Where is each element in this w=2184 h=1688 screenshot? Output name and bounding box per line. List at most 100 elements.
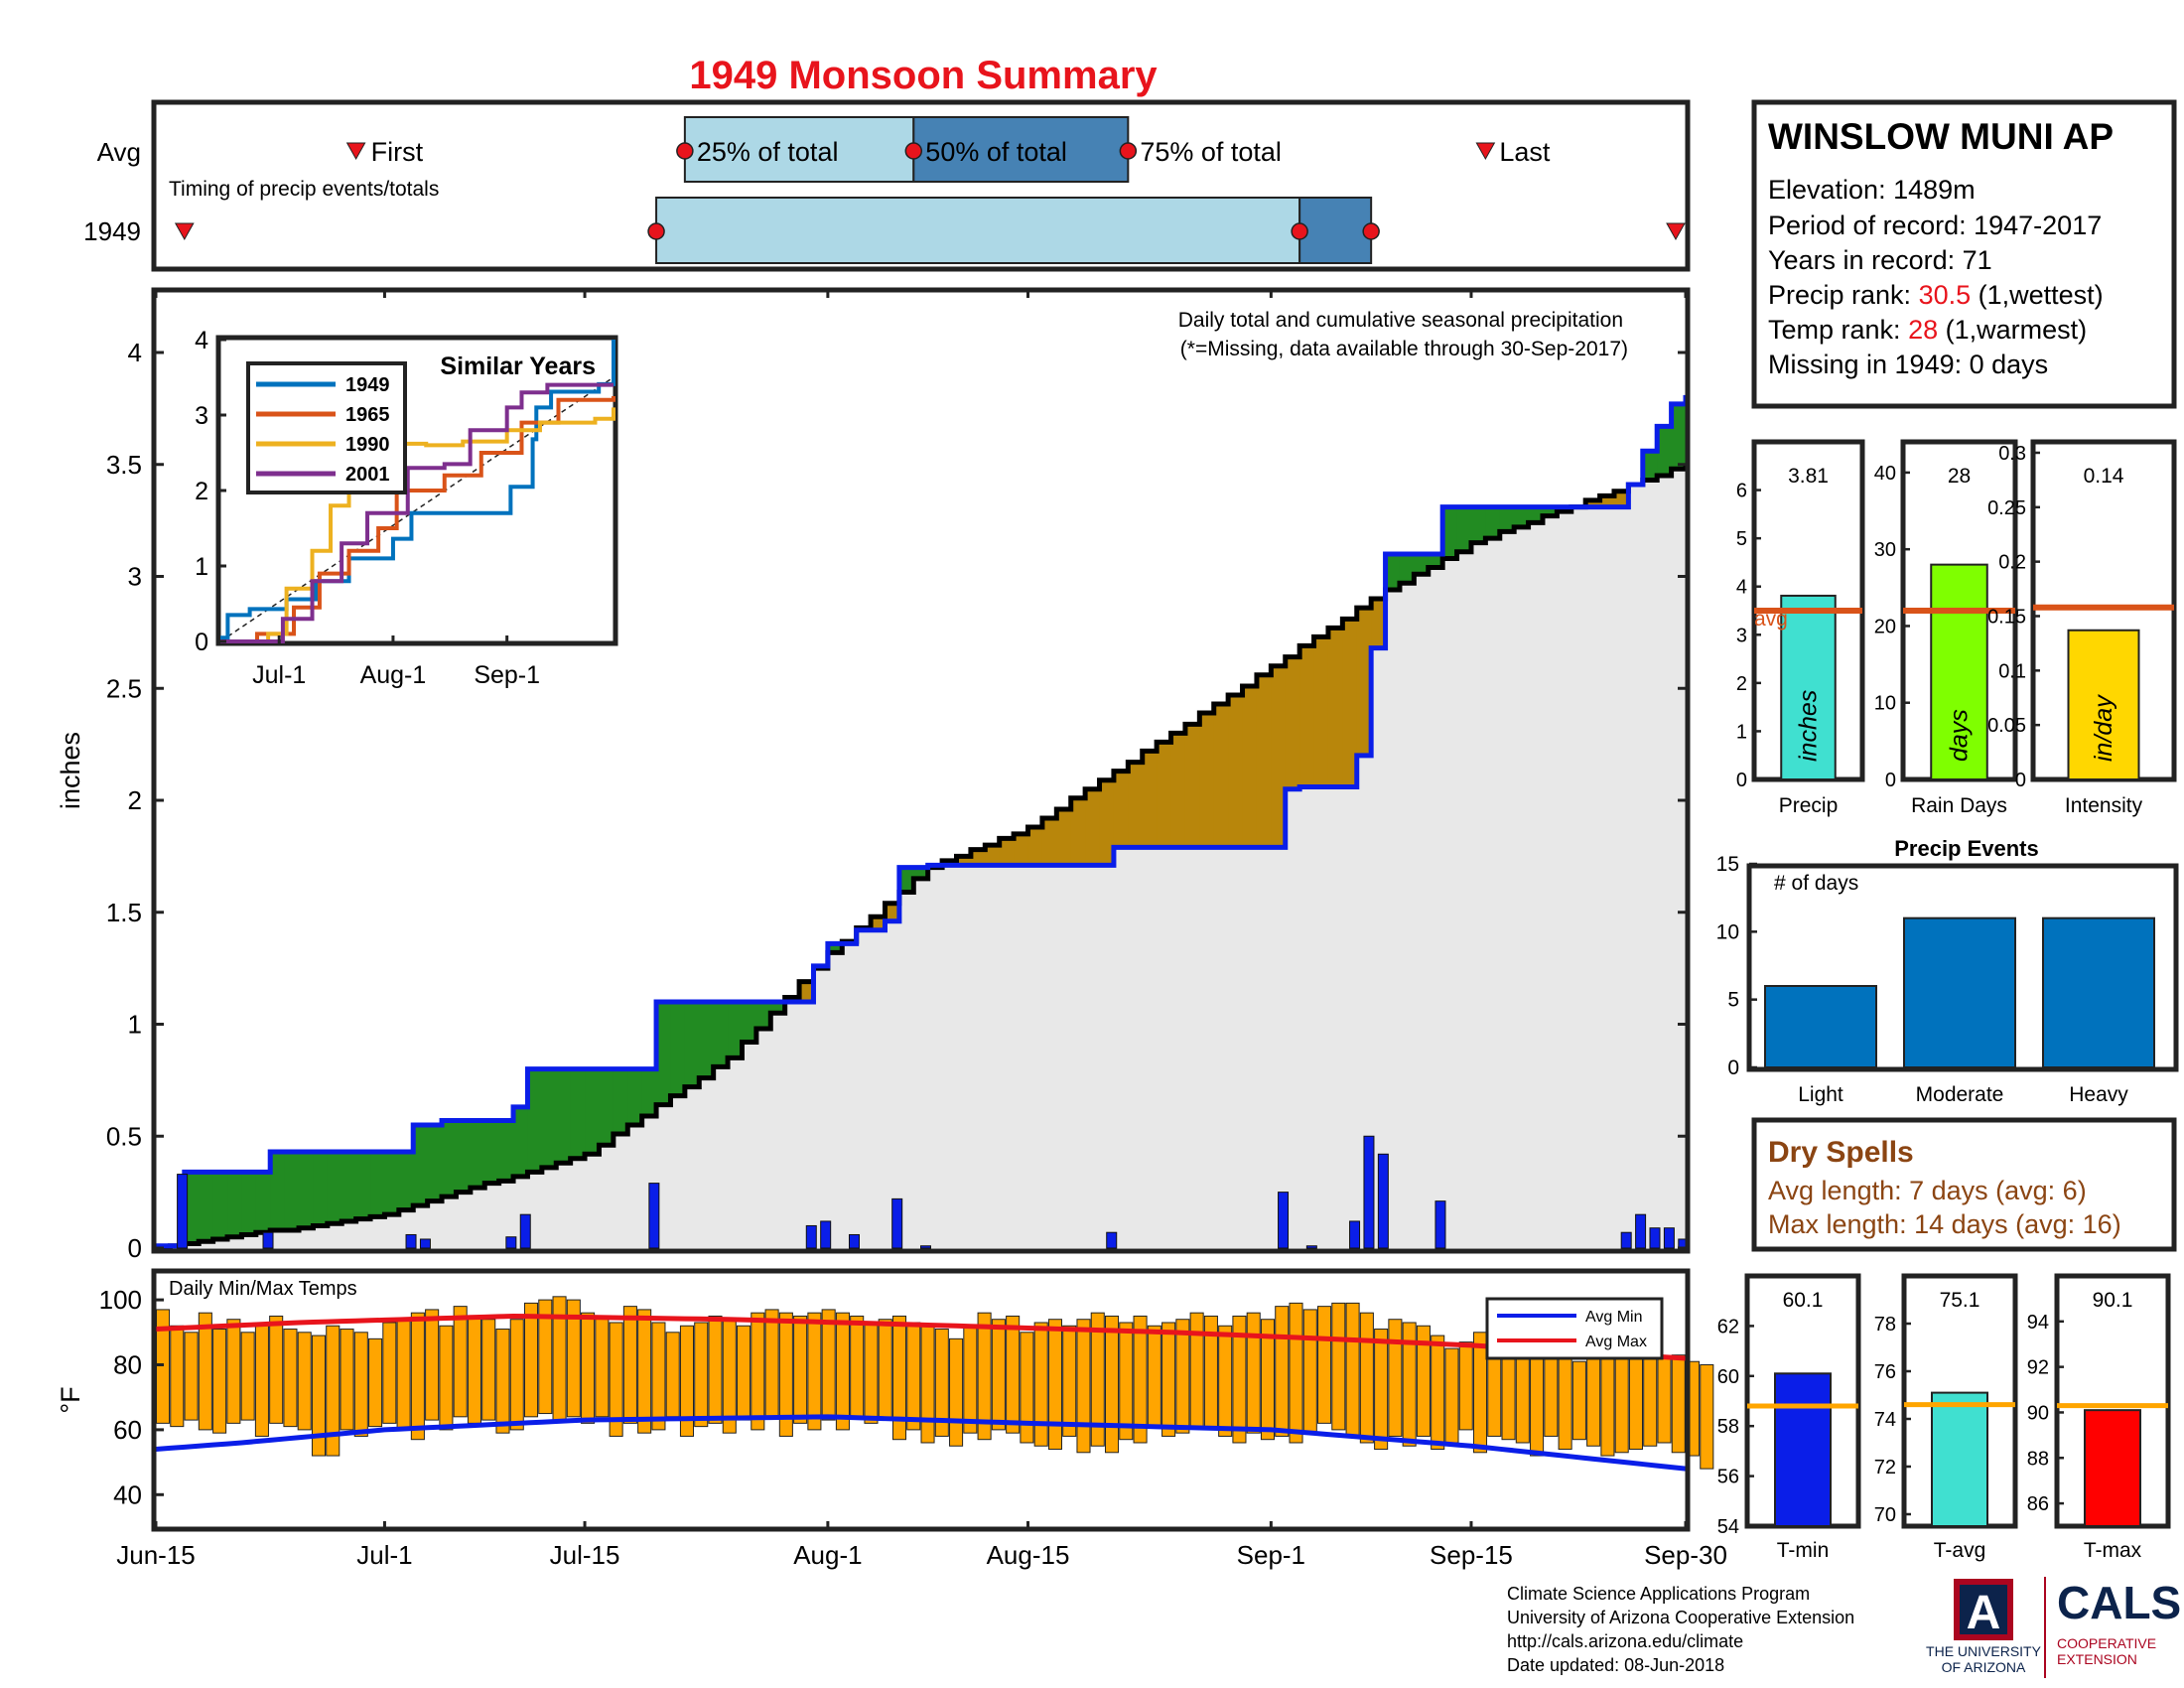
events-y-tick-label: 5 <box>1727 989 1739 1012</box>
temp-summary-y-tick-label: 70 <box>1874 1504 1896 1526</box>
below-average-fill <box>1242 685 1258 848</box>
below-average-fill <box>1113 771 1129 848</box>
precip-y-tick-label: 2 <box>128 785 142 815</box>
daily-temp-bar <box>1076 1319 1091 1454</box>
summary-y-tick-label: 0 <box>1736 770 1747 791</box>
above-average-fill <box>713 1001 729 1067</box>
above-average-fill <box>898 867 914 893</box>
daily-temp-bar <box>1416 1325 1431 1437</box>
temperature-legend-box <box>1485 1297 1664 1360</box>
daily-temp-bar <box>821 1309 836 1421</box>
season-summary-bars: 3.81 inches Precip 0 1 2 3 4 5 6 avg 28 days Rain Day… <box>1736 439 2177 817</box>
daily-temp-bar <box>396 1319 411 1431</box>
events-frame <box>1746 863 2179 1072</box>
daily-precip-bar <box>1663 1227 1675 1249</box>
year-last-marker <box>1666 222 1686 241</box>
daily-temp-bar <box>538 1299 553 1415</box>
daily-temp-bar <box>1628 1350 1643 1451</box>
events-category-label: Light <box>1798 1083 1843 1106</box>
daily-temp-bar <box>1586 1354 1601 1447</box>
daily-temp-bar <box>934 1329 949 1437</box>
above-average-fill <box>484 1120 500 1184</box>
precip-y-tick-label: 3.5 <box>106 450 142 480</box>
above-average-fill <box>1642 451 1658 481</box>
above-average-fill <box>742 1001 757 1043</box>
precip-rank-note: (1,wettest) <box>1971 280 2104 310</box>
summary-y-tick-label: 1 <box>1736 721 1747 743</box>
summary-unit-label: in/day <box>2090 694 2117 762</box>
daily-temp-bar <box>1090 1312 1105 1447</box>
precip-y-tick-label: 4 <box>128 338 142 367</box>
x-tick-label: Aug-1 <box>793 1540 862 1570</box>
precip-y-tick-label: 0.5 <box>106 1121 142 1151</box>
avg-75-marker <box>1119 142 1138 160</box>
daily-temp-bar <box>764 1309 779 1418</box>
precip-y-axis-label: inches <box>56 732 85 809</box>
precip-y-tick-label: 2.5 <box>106 673 142 703</box>
avg-50-75-bar <box>912 116 1130 183</box>
inset-legend-label: 2001 <box>345 464 390 486</box>
daily-precip-bar <box>1434 1200 1446 1249</box>
x-tick-label: Sep-1 <box>1237 1540 1305 1570</box>
above-average-fill <box>498 1120 514 1182</box>
daily-temp-bar <box>509 1319 524 1431</box>
summary-y-tick-label: 0.25 <box>1987 497 2026 519</box>
daily-precip-bar <box>1635 1213 1647 1249</box>
events-y-tick-label: 15 <box>1716 853 1739 876</box>
above-average-fill <box>599 1068 614 1146</box>
temp-summary-y-tick-label: 94 <box>2027 1312 2049 1334</box>
precip-y-tick-label: 1.5 <box>106 898 142 927</box>
below-average-fill <box>1585 499 1601 507</box>
summary-y-tick-label: 3 <box>1736 625 1747 646</box>
daily-temp-bar <box>297 1332 312 1431</box>
above-average-fill <box>442 1120 458 1197</box>
daily-temp-bar <box>1614 1357 1629 1454</box>
daily-temp-bar <box>651 1322 666 1431</box>
x-tick-label: Jul-15 <box>550 1540 620 1570</box>
daily-temp-bar <box>1317 1306 1332 1424</box>
above-average-fill <box>1542 506 1558 516</box>
temp-summary-t-max: 90.1 T-max 86 88 90 92 94 <box>2027 1273 2171 1562</box>
daily-precip-bar <box>648 1183 660 1249</box>
daily-temp-bar <box>835 1312 850 1431</box>
events-category-label: Moderate <box>1916 1083 2004 1106</box>
above-average-fill <box>212 1172 228 1239</box>
above-average-fill <box>1470 506 1486 543</box>
daily-temp-bar <box>170 1325 185 1428</box>
avg-first-marker <box>345 142 366 161</box>
temp-summary-value-label: 60.1 <box>1783 1289 1824 1312</box>
daily-precip-bar <box>1349 1220 1361 1249</box>
below-average-fill <box>1613 491 1629 507</box>
temp-summary-y-tick-label: 74 <box>1874 1409 1896 1431</box>
daily-precip-bar <box>177 1174 189 1249</box>
above-average-fill <box>398 1152 414 1210</box>
dry-spells-box: Dry Spells Avg length: 7 days (avg: 6) M… <box>1751 1117 2177 1252</box>
temp-avg-min-line <box>155 1414 1687 1472</box>
daily-temp-bar <box>1232 1315 1247 1444</box>
above-average-fill <box>527 1068 543 1173</box>
ua-logo-line-2: OF ARIZONA <box>1942 1659 2026 1675</box>
summary-y-tick-label: 20 <box>1874 616 1896 637</box>
temp-summary-y-tick-label: 54 <box>1717 1516 1739 1538</box>
above-average-fill <box>641 1068 657 1116</box>
daily-temp-bar <box>778 1312 793 1437</box>
above-average-fill <box>227 1172 243 1237</box>
university-logos: A THE UNIVERSITY OF ARIZONA CALS COOPERA… <box>1926 1577 2181 1678</box>
daily-temp-bar <box>453 1306 468 1418</box>
daily-precip-bar <box>262 1231 274 1249</box>
footer-line-1: Climate Science Applications Program <box>1507 1584 1810 1604</box>
summary-y-tick-label: 0.05 <box>1987 715 2026 737</box>
temp-summary-y-tick-label: 72 <box>1874 1457 1896 1478</box>
daily-temp-bar <box>184 1332 199 1421</box>
below-average-fill <box>1199 713 1215 848</box>
temperature-y-axis-label: °F <box>56 1386 85 1413</box>
events-y-tick-label: 0 <box>1727 1056 1739 1079</box>
above-average-fill <box>556 1068 572 1164</box>
above-average-fill <box>770 1001 786 1014</box>
cals-line-1: COOPERATIVE <box>2057 1635 2156 1651</box>
station-name: WINSLOW MUNI AP <box>1768 116 2114 157</box>
daily-temp-bar <box>793 1315 808 1424</box>
below-average-fill <box>1313 636 1329 787</box>
above-average-fill <box>699 1001 715 1078</box>
temp-rank-label: Temp rank: <box>1768 315 1908 345</box>
